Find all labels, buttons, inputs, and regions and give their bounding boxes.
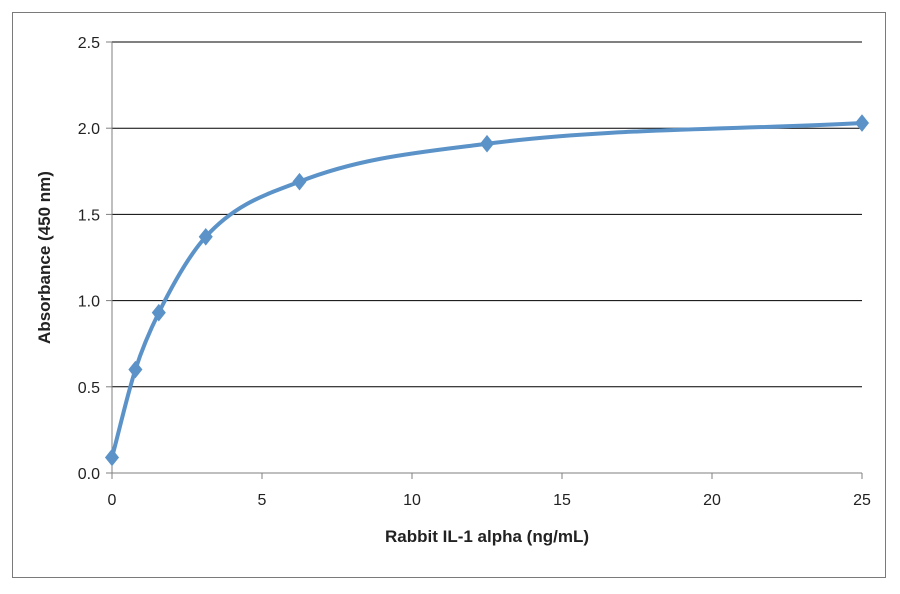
x-tick-label: 20 [703,492,721,509]
x-tick-label: 25 [853,492,871,509]
y-tick-label: 0.0 [78,466,100,483]
axis-layer [106,41,863,479]
y-axis-title: Absorbance (450 nm) [35,171,54,344]
data-point-marker [151,303,166,322]
x-axis-title: Rabbit IL-1 alpha (ng/mL) [385,527,589,546]
y-tick-label: 1.0 [78,294,100,311]
y-tick-label: 2.5 [78,35,100,52]
chart-frame [12,12,886,578]
data-point-marker [104,448,120,467]
data-point-marker [854,114,870,132]
y-tick-label: 0.5 [78,380,100,397]
label-layer: 0.0 0.5 1.0 1.5 2.0 2.5 0 5 10 15 20 25 [78,35,871,509]
grid-layer [112,41,862,388]
data-point-marker [479,134,495,153]
y-tick-label: 2.0 [78,121,100,138]
x-tick-label: 10 [403,492,421,509]
data-point-marker [198,228,213,246]
x-tick-label: 15 [553,492,571,509]
y-tick-label: 1.5 [78,207,100,224]
x-tick-label: 0 [108,492,117,509]
data-point-marker [292,172,307,191]
series-line [110,121,864,460]
data-point-marker [128,360,143,379]
x-tick-label: 5 [258,492,267,509]
series-layer [104,114,870,467]
